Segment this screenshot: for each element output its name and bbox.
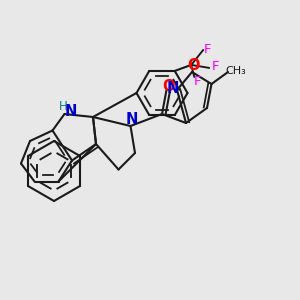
Text: O: O [162, 79, 174, 94]
Text: H: H [58, 100, 68, 113]
Text: F: F [204, 44, 212, 56]
Text: CH₃: CH₃ [225, 65, 246, 76]
Text: F: F [212, 60, 219, 73]
Text: O: O [187, 58, 200, 74]
Text: F: F [194, 75, 201, 88]
Text: N: N [166, 81, 179, 96]
Text: N: N [126, 112, 138, 128]
Text: N: N [64, 103, 77, 118]
